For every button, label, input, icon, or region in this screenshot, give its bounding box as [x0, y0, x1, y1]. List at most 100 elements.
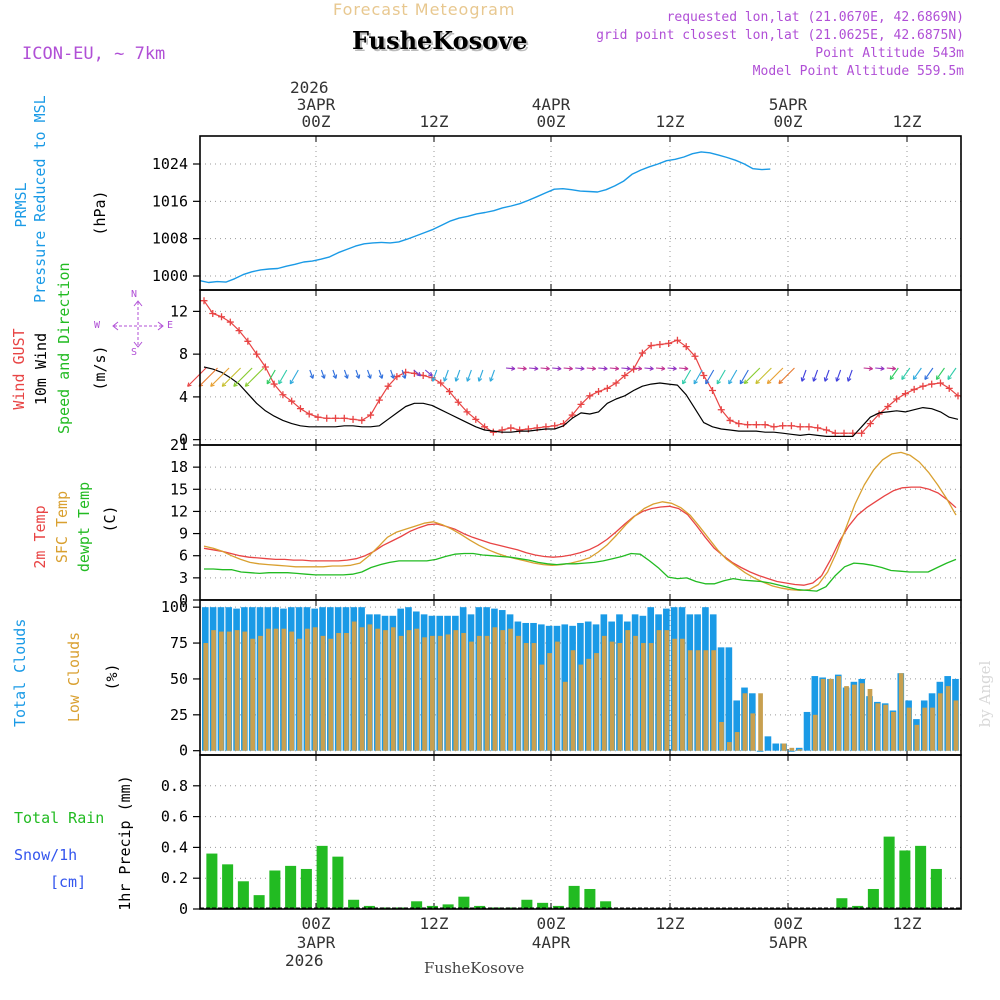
gust-marker: [577, 400, 585, 408]
low-cloud-bar: [601, 635, 607, 751]
wind-dir-arrow: [563, 367, 573, 370]
gust-marker: [884, 403, 892, 411]
wind-dir-arrow-head: [672, 366, 677, 371]
rain-bar: [458, 896, 470, 909]
low-cloud-bar: [359, 627, 365, 751]
low-cloud-bar: [336, 633, 341, 751]
gust-marker: [472, 415, 480, 423]
wind-dir-arrow-head: [693, 379, 698, 385]
wind-dir-arrow-head: [289, 379, 295, 385]
low-cloud-bar: [562, 681, 568, 751]
low-cloud-bar: [695, 650, 701, 751]
wind-dir-arrow: [390, 369, 395, 379]
low-cloud-bar: [242, 631, 248, 751]
low-cloud-bar: [430, 635, 435, 751]
gust-marker: [928, 380, 936, 388]
low-cloud-bar: [672, 638, 677, 751]
total-cloud-bar: [811, 676, 819, 751]
wind-dir-arrow: [644, 367, 654, 370]
wind-dir-arrow: [455, 369, 461, 382]
wind-dir-arrow: [743, 367, 761, 384]
wind-dir-arrow-head: [901, 375, 906, 380]
wind-dir-arrow: [210, 367, 230, 387]
low-cloud-bar: [625, 630, 631, 751]
panel-frame: [199, 754, 962, 910]
wind-dir-arrow-head: [812, 377, 817, 382]
low-cloud-bar: [398, 635, 404, 751]
rain-bar: [915, 845, 927, 909]
wind-dir-arrow: [901, 367, 911, 380]
wind-dir-arrow: [609, 367, 619, 370]
gust-marker: [253, 350, 261, 358]
low-cloud-bar: [320, 635, 326, 751]
gust-marker: [586, 392, 594, 400]
gust-marker: [367, 411, 375, 419]
wind-dir-arrow-head: [309, 374, 315, 379]
low-cloud-bar: [414, 628, 420, 751]
low-cloud-bar: [492, 627, 498, 751]
low-cloud-bar: [820, 678, 826, 751]
wind-dir-arrow-head: [545, 366, 550, 371]
gust-marker: [726, 416, 734, 424]
rain-bar: [222, 864, 234, 909]
gust-marker: [568, 411, 576, 419]
wind-dir-arrow-head: [321, 374, 326, 379]
rain-bar: [537, 902, 549, 909]
wind-dir-arrow: [655, 367, 666, 370]
gust-marker: [595, 388, 603, 396]
low-cloud-bar: [484, 635, 490, 751]
gust-marker: [489, 428, 497, 436]
low-cloud-bar: [789, 747, 795, 751]
grid-point-coords: grid point closest lon,lat (21.0625E, 42…: [596, 28, 964, 43]
wind-dir-arrow-head: [233, 382, 238, 387]
wind-dir-arrow-head: [443, 377, 448, 382]
y-tick-label: 3: [179, 569, 188, 587]
low-cloud-bar: [867, 688, 873, 751]
rain-bar: [568, 885, 580, 909]
low-cloud-bar: [445, 634, 451, 751]
wind-dir-arrow: [886, 367, 896, 370]
low-cloud-bar: [883, 704, 888, 751]
wind-dir-arrow-head: [846, 377, 852, 382]
rain-bar: [411, 901, 423, 909]
top-hour-label: 00Z: [773, 112, 803, 131]
wind-dir-arrow: [424, 369, 433, 377]
rain-bar: [836, 898, 848, 909]
low-cloud-bar: [211, 630, 216, 751]
wind-dir-arrow-head: [390, 374, 395, 379]
panel-frame: [199, 135, 962, 291]
snow-label: Snow/1h: [14, 846, 78, 864]
rain-bar: [899, 850, 911, 909]
model-label: ICON-EU, ~ 7km: [22, 44, 166, 64]
wind-dir-arrow-head: [568, 366, 573, 371]
low-cloud-bar: [453, 630, 459, 751]
low-cloud-bar: [758, 693, 763, 751]
gust-marker: [787, 422, 795, 430]
low-cloud-bar: [930, 707, 935, 751]
temp2m-line: [203, 486, 957, 586]
wind-dir-arrow-head: [454, 377, 460, 382]
y-tick-label: 1016: [152, 192, 188, 210]
low-cloud-bar: [312, 627, 318, 751]
wind-dir-arrow: [693, 369, 703, 385]
wind-dir-arrow: [529, 367, 539, 370]
gust-marker: [270, 380, 278, 388]
compass-n: N: [131, 289, 138, 300]
rain-bar: [930, 868, 942, 909]
y-tick-label: 1008: [152, 230, 188, 248]
wind-dir-arrow: [320, 369, 325, 379]
wind-dir-arrow-head: [947, 375, 952, 380]
y-tick-label: 0.2: [161, 869, 188, 887]
rain-bar: [316, 845, 328, 909]
gust-marker: [858, 429, 866, 437]
wind-dir-arrow-head: [428, 371, 433, 377]
gust-marker: [603, 384, 611, 392]
bottom-hour-label: 12Z: [655, 914, 685, 933]
wind-dir-arrow: [332, 369, 337, 379]
wind-dir-arrow: [289, 369, 299, 385]
low-cloud-bar: [508, 628, 513, 751]
gust-marker: [445, 388, 453, 396]
wind-dir-arrow-head: [661, 366, 666, 371]
gust-marker: [358, 416, 366, 424]
